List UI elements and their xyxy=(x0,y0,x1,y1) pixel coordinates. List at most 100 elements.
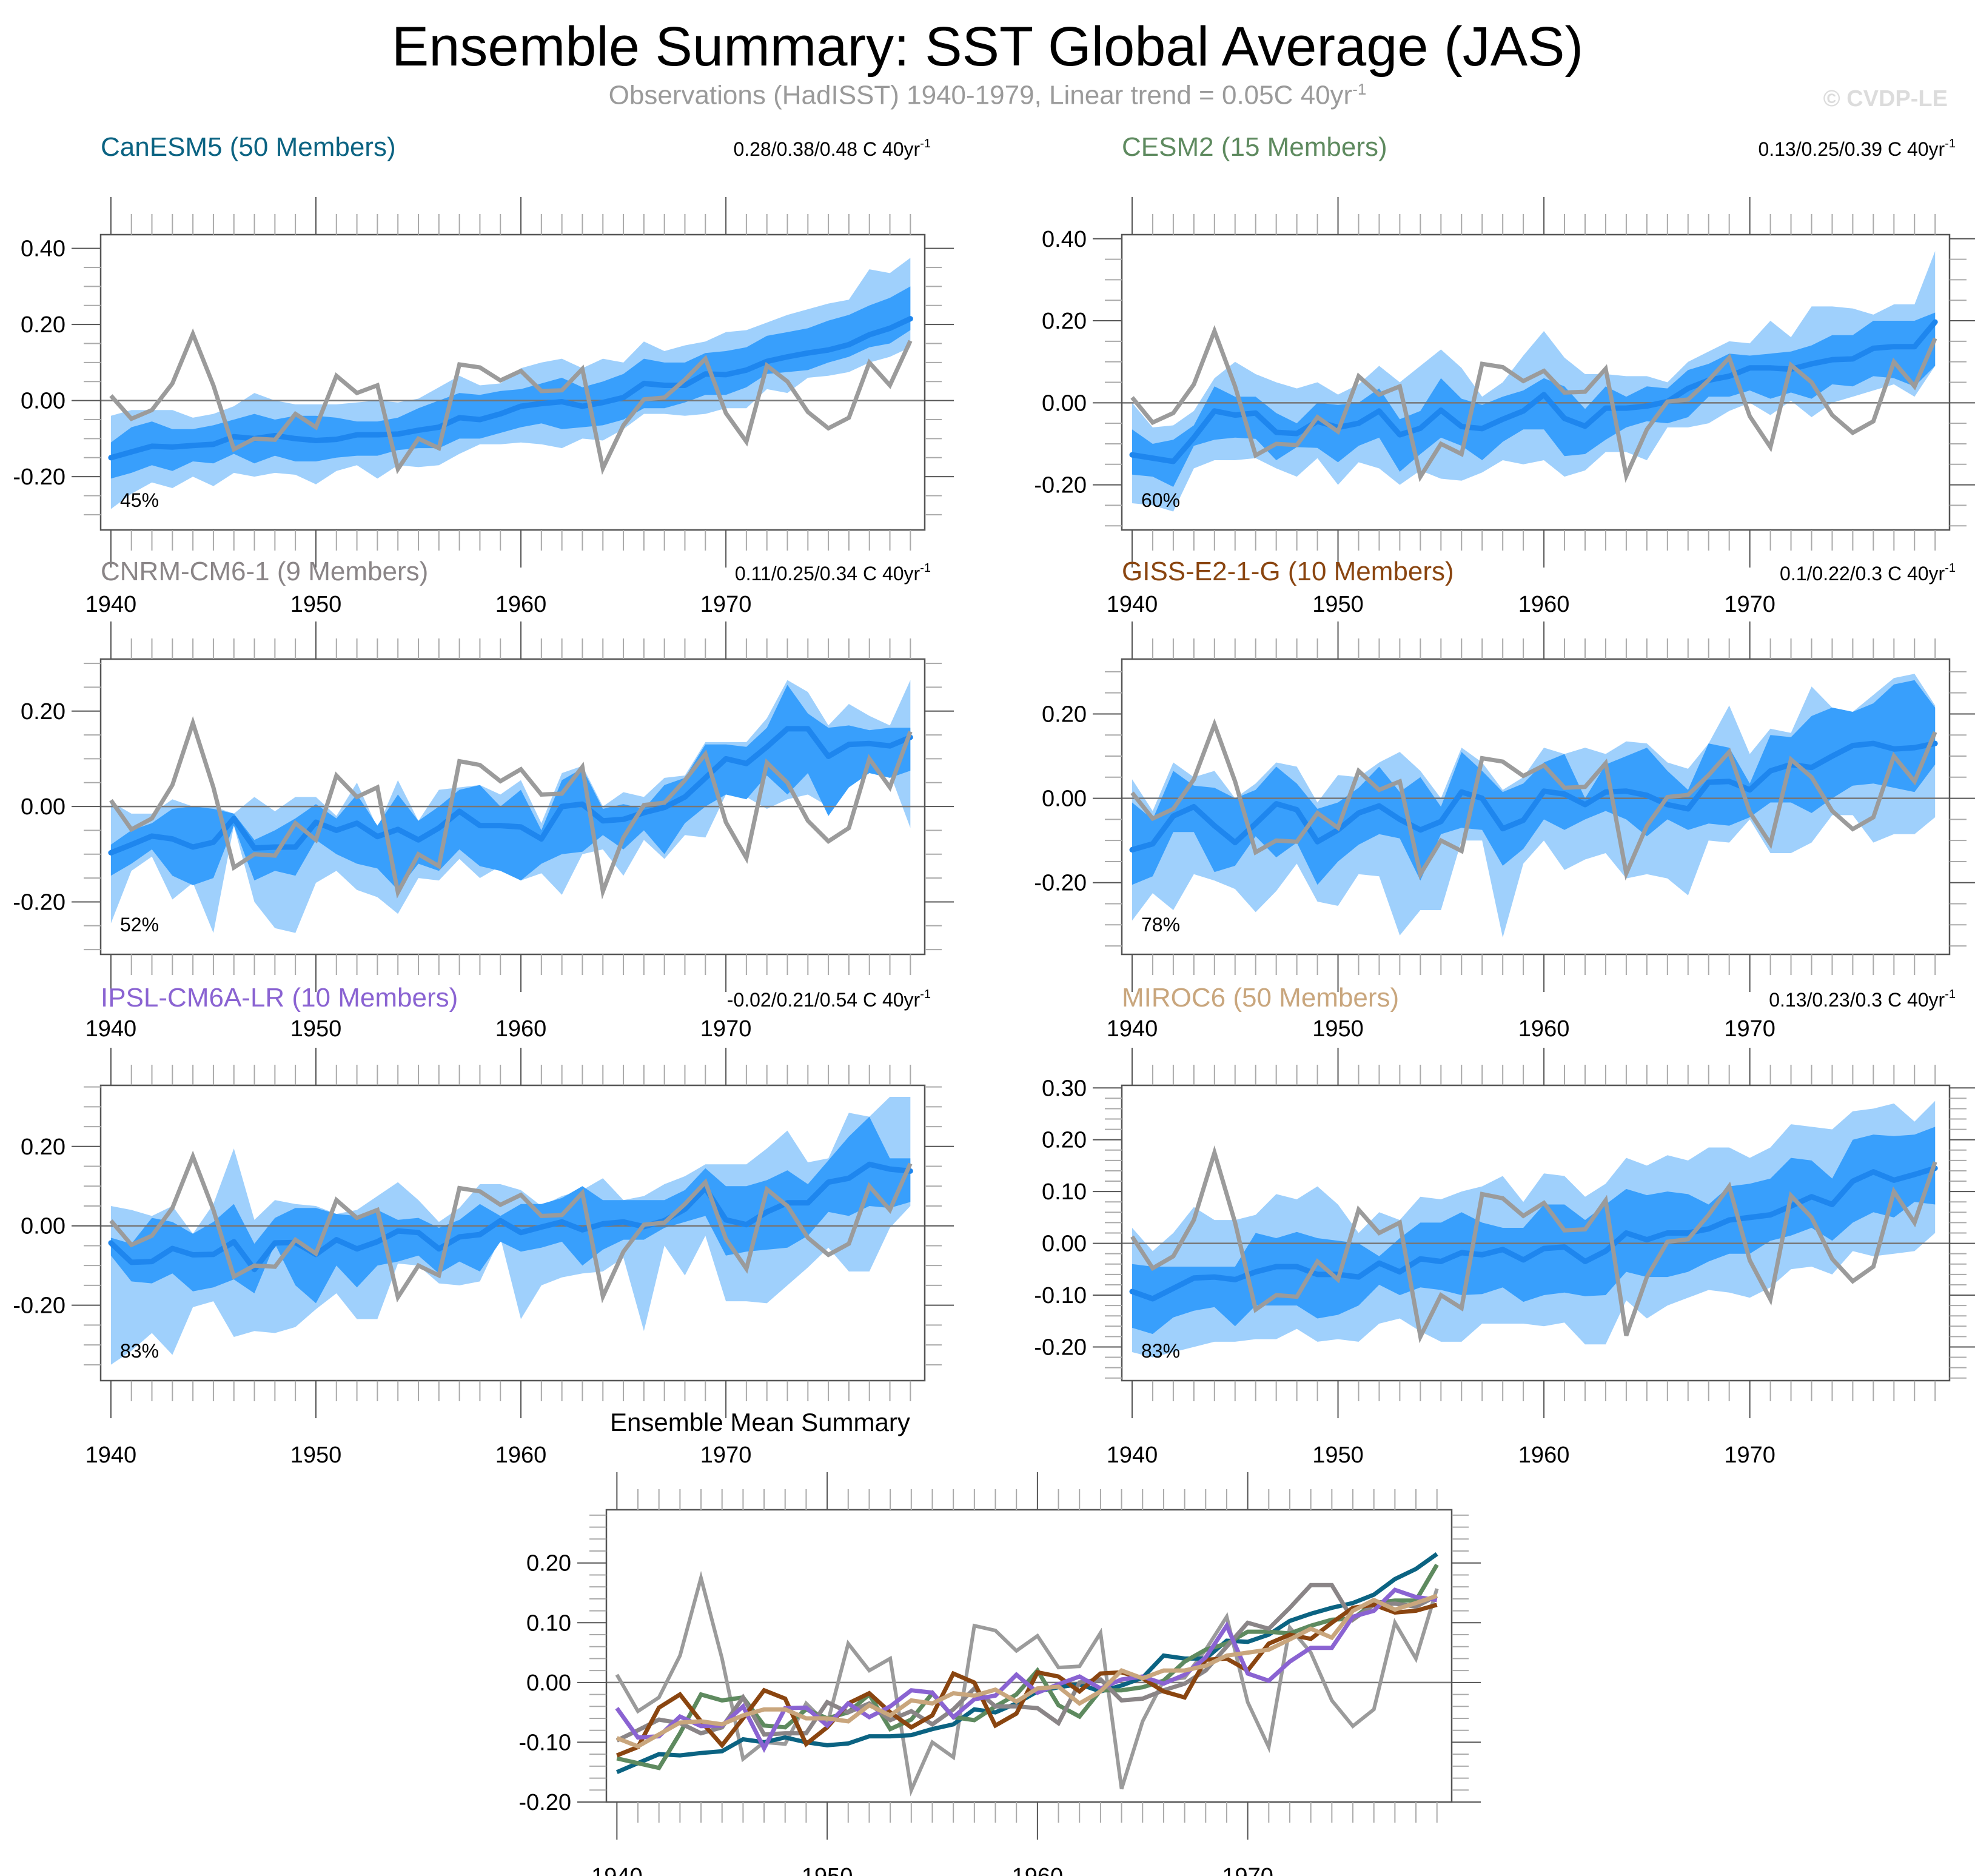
summary-line-miroc6 xyxy=(616,1593,1438,1749)
x-tick-label: 1960 xyxy=(1518,592,1570,617)
x-tick-label: 1950 xyxy=(1312,1442,1364,1468)
x-tick-label: 1940 xyxy=(1107,1442,1158,1468)
y-tick-label: -0.20 xyxy=(1034,871,1087,896)
ensemble-mean-line xyxy=(108,1161,913,1273)
trend-label: -0.02/0.21/0.54 C 40yr-1 xyxy=(727,988,931,1011)
ensemble-mean-summary-panel: 1940 1950 1960 1970 -0.20 -0.10 0.00 0.10 0.20 En… xyxy=(518,1408,1481,1876)
x-tick-label: 1950 xyxy=(802,1864,853,1876)
y-tick-label: 0.20 xyxy=(1042,309,1087,334)
trend-label: 0.13/0.23/0.3 C 40yr-1 xyxy=(1769,988,1956,1011)
summary-line-observations xyxy=(615,1570,1439,1797)
x-tick-label: 1960 xyxy=(1518,1442,1570,1468)
trend-label-text: 0.28/0.38/0.48 C 40yr xyxy=(733,138,920,160)
watermark: © CVDP-LE xyxy=(1823,86,1948,112)
panel-title: IPSL-CM6A-LR (10 Members) xyxy=(101,983,458,1013)
x-tick-label: 1950 xyxy=(290,1442,342,1468)
y-tick-label: -0.20 xyxy=(13,889,65,915)
panel-title: GISS-E2-1-G (10 Members) xyxy=(1122,557,1454,586)
y-tick-label: 0.40 xyxy=(1042,227,1087,252)
model-panel-4: 1940 1950 1960 1970 -0.20 0.00 0.20 IPSL-CM6A-L… xyxy=(13,983,954,1468)
trend-label-text: 0.1/0.22/0.3 C 40yr xyxy=(1780,563,1945,585)
trend-label-superscript: -1 xyxy=(920,561,931,575)
plot-frame xyxy=(605,1509,1453,1803)
y-tick-label: -0.20 xyxy=(1034,1335,1087,1360)
x-tick-label: 1960 xyxy=(495,1016,547,1042)
y-tick-label: -0.20 xyxy=(518,1790,571,1815)
panel-title: CanESM5 (50 Members) xyxy=(101,132,396,162)
figure-subtitle: Observations (HadISST) 1940-1979, Linear… xyxy=(0,80,1975,111)
x-tick-label: 1960 xyxy=(1518,1016,1570,1042)
band-25-75-percentile xyxy=(110,1116,911,1304)
plot-area xyxy=(101,1097,925,1365)
y-tick-label: -0.20 xyxy=(13,464,65,490)
trend-label-superscript: -1 xyxy=(1945,561,1956,575)
subtitle-text: Observations (HadISST) 1940-1979, Linear… xyxy=(608,80,1353,110)
x-tick-label: 1950 xyxy=(1312,1016,1364,1042)
y-tick-label: 0.00 xyxy=(1042,390,1087,416)
trend-label-superscript: -1 xyxy=(1945,137,1956,150)
ensemble-mean-line xyxy=(108,726,913,856)
x-tick-label: 1970 xyxy=(1222,1864,1273,1876)
x-tick-label: 1970 xyxy=(1724,1016,1775,1042)
panel-title: MIROC6 (50 Members) xyxy=(1122,983,1399,1013)
x-tick-label: 1970 xyxy=(700,592,752,617)
trend-label: 0.28/0.38/0.48 C 40yr-1 xyxy=(733,137,931,160)
y-tick-label: -0.20 xyxy=(13,1293,65,1319)
x-tick-label: 1970 xyxy=(1724,592,1775,617)
y-tick-label: 0.00 xyxy=(1042,1231,1087,1257)
y-tick-label: 0.20 xyxy=(526,1551,571,1576)
model-panel-0: 1940 1950 1960 1970 -0.20 0.00 0.20 0.40 CanESM5… xyxy=(13,132,954,617)
model-panel-5: 1940 1950 1960 1970 -0.20 -0.10 0.00 0.10 0.20 0.… xyxy=(1034,983,1975,1468)
summary-line-ipsl-cm6a-lr xyxy=(615,1587,1438,1753)
summary-line-cnrm-cm6-1 xyxy=(615,1583,1438,1743)
trend-label-text: -0.02/0.21/0.54 C 40yr xyxy=(727,989,920,1011)
model-panel-1: 1940 1950 1960 1970 -0.20 0.00 0.20 0.40 CESM2 (… xyxy=(1034,132,1975,617)
trend-label-text: 0.13/0.23/0.3 C 40yr xyxy=(1769,989,1945,1011)
plot-area xyxy=(1122,251,1950,512)
x-tick-label: 1940 xyxy=(86,592,137,617)
trend-label-text: 0.11/0.25/0.34 C 40yr xyxy=(735,563,920,585)
percent-label: 60% xyxy=(1141,489,1180,511)
trend-label-superscript: -1 xyxy=(920,988,931,1001)
plot-area xyxy=(1122,1100,1950,1358)
y-tick-label: 0.20 xyxy=(1042,702,1087,727)
percent-label: 78% xyxy=(1141,914,1180,936)
y-tick-label: 0.10 xyxy=(1042,1179,1087,1205)
observations-line xyxy=(109,328,913,475)
x-tick-label: 1950 xyxy=(290,1016,342,1042)
y-tick-label: 0.20 xyxy=(21,1134,65,1160)
observations-line xyxy=(1130,325,1937,483)
ensemble-mean-line xyxy=(1129,1165,1938,1302)
x-tick-label: 1960 xyxy=(495,592,547,617)
y-tick-label: 0.10 xyxy=(526,1610,571,1636)
trend-label-superscript: -1 xyxy=(920,137,931,150)
x-tick-label: 1940 xyxy=(86,1016,137,1042)
figure-title: Ensemble Summary: SST Global Average (JA… xyxy=(391,16,1584,78)
observations-line xyxy=(109,1150,913,1304)
y-tick-label: 0.40 xyxy=(21,236,65,262)
panel-title: CESM2 (15 Members) xyxy=(1122,132,1387,162)
band-25-75-percentile xyxy=(110,286,911,479)
x-tick-label: 1950 xyxy=(1312,592,1364,617)
x-tick-label: 1950 xyxy=(290,592,342,617)
y-tick-label: -0.10 xyxy=(518,1730,571,1755)
y-tick-label: 0.00 xyxy=(21,389,65,414)
trend-label: 0.11/0.25/0.34 C 40yr-1 xyxy=(735,561,931,585)
ensemble-mean-line xyxy=(1129,319,1938,464)
panel-title: CNRM-CM6-1 (9 Members) xyxy=(101,557,428,586)
trend-label-superscript: -1 xyxy=(1945,988,1956,1001)
plot-frame xyxy=(1121,658,1951,956)
x-tick-label: 1940 xyxy=(86,1442,137,1468)
y-tick-label: 0.20 xyxy=(1042,1128,1087,1153)
plot-frame xyxy=(99,233,926,531)
y-tick-label: 0.00 xyxy=(526,1670,571,1696)
plot-area xyxy=(606,1552,1452,1797)
percent-label: 83% xyxy=(1141,1340,1180,1362)
observations-line xyxy=(1130,1145,1937,1344)
y-tick-label: 0.00 xyxy=(21,1214,65,1239)
y-tick-label: -0.10 xyxy=(1034,1283,1087,1308)
percent-label: 52% xyxy=(120,914,159,936)
trend-label-text: 0.13/0.25/0.39 C 40yr xyxy=(1758,138,1945,160)
plot-area xyxy=(101,680,925,933)
observations-line xyxy=(1130,718,1937,881)
